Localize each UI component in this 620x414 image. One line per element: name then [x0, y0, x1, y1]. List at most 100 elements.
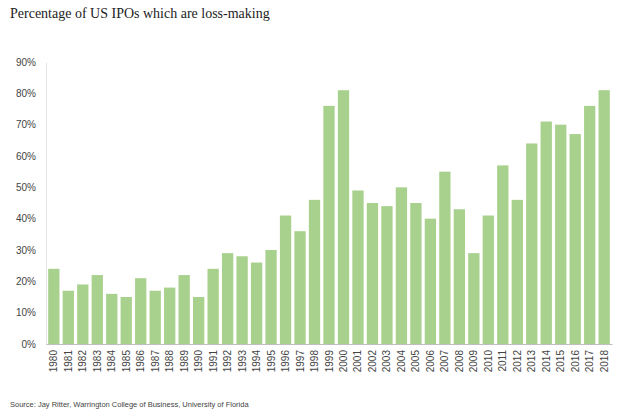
bar: [193, 297, 204, 344]
x-tick: 2012: [512, 350, 523, 373]
x-tick-label: 2012: [512, 350, 523, 373]
x-tick-label: 1987: [150, 350, 161, 373]
y-tick-label: 90%: [16, 57, 36, 68]
x-tick: 1985: [121, 350, 132, 373]
x-tick-label: 2013: [526, 350, 537, 373]
y-tick: 50%: [16, 182, 46, 193]
y-tick: 60%: [16, 151, 46, 162]
bar: [150, 291, 161, 344]
x-tick: 1991: [208, 350, 219, 373]
x-tick-label: 1994: [251, 350, 262, 373]
x-tick-label: 1985: [121, 350, 132, 373]
y-tick-label: 0%: [22, 339, 37, 350]
x-tick-label: 1986: [135, 350, 146, 373]
bar: [135, 278, 146, 344]
title: Percentage of US IPOs which are loss-mak…: [10, 6, 270, 21]
x-tick: 1988: [164, 350, 175, 373]
x-tick: 2005: [410, 350, 421, 373]
bar: [236, 256, 247, 344]
x-tick-label: 1995: [266, 350, 277, 373]
x-tick-label: 1983: [92, 350, 103, 373]
bar: [352, 190, 363, 344]
y-axis-line: [46, 63, 47, 345]
y-tick-label: 50%: [16, 182, 36, 193]
x-tick-label: 2010: [483, 350, 494, 373]
bar: [439, 172, 450, 344]
x-tick: 2016: [570, 350, 581, 373]
x-tick-label: 1996: [280, 350, 291, 373]
x-tick: 2017: [584, 350, 595, 373]
x-tick: 2011: [497, 350, 508, 372]
bar: [48, 269, 59, 344]
y-tick-label: 80%: [16, 88, 36, 99]
bar: [468, 253, 479, 344]
bar: [454, 209, 465, 344]
x-tick: 1980: [48, 350, 59, 373]
chart: Percentage of US IPOs which are loss-mak…: [0, 0, 620, 414]
x-tick: 1981: [63, 350, 74, 373]
bar: [570, 134, 581, 344]
y-tick-label: 20%: [16, 276, 36, 287]
x-tick: 1990: [193, 350, 204, 373]
y-tick: 10%: [16, 307, 46, 318]
source: Source: Jay Ritter, Warrington College o…: [10, 400, 249, 409]
x-tick: 1997: [295, 350, 306, 373]
x-tick-label: 1982: [77, 350, 88, 373]
x-tick-label: 2005: [410, 350, 421, 373]
x-tick: 2000: [338, 350, 349, 373]
x-tick-label: 1997: [295, 350, 306, 373]
x-tick-label: 2016: [570, 350, 581, 373]
bar: [584, 106, 595, 344]
y-tick-label: 10%: [16, 307, 36, 318]
x-axis: 1980 19811982 19831984 19851986 19871988 1989…: [47, 345, 613, 373]
x-tick-label: 2000: [338, 350, 349, 373]
x-tick-label: 2003: [381, 350, 392, 373]
x-tick: 1999: [324, 350, 335, 373]
bar: [121, 297, 132, 344]
x-tick: 1998: [309, 350, 320, 373]
x-tick: 1986: [135, 350, 146, 373]
y-tick-label: 40%: [16, 213, 36, 224]
x-tick: 1995: [266, 350, 277, 373]
bar: [541, 122, 552, 344]
plot: 0%10%20%30%40%50%60%70%80%90%19801981198…: [16, 57, 613, 373]
x-tick: 2002: [367, 350, 378, 373]
x-tick-label: 2017: [584, 350, 595, 373]
x-tick-label: 2009: [468, 350, 479, 373]
x-tick-label: 2006: [425, 350, 436, 373]
x-tick-label: 2018: [599, 350, 610, 373]
x-tick-label: 2002: [367, 350, 378, 373]
y-tick: 0%: [22, 339, 46, 350]
x-tick-label: 1992: [222, 350, 233, 373]
bar: [207, 269, 218, 344]
bar: [280, 216, 291, 344]
bar: [294, 231, 305, 344]
bar: [164, 288, 175, 344]
x-tick-label: 2014: [541, 350, 552, 373]
x-tick: 2018: [599, 350, 610, 373]
x-tick: 1982: [77, 350, 88, 373]
x-tick-label: 1981: [63, 350, 74, 373]
bar: [599, 90, 610, 344]
x-tick-label: 1989: [179, 350, 190, 373]
x-tick-label: 1988: [164, 350, 175, 373]
x-tick-label: 1984: [106, 350, 117, 373]
x-tick: 2006: [425, 350, 436, 373]
bar: [265, 250, 276, 344]
x-tick-label: 1993: [237, 350, 248, 373]
x-tick: 2004: [396, 350, 407, 373]
y-tick-label: 30%: [16, 245, 36, 256]
bar: [106, 294, 117, 344]
x-tick: 1992: [222, 350, 233, 373]
x-tick: 2009: [468, 350, 479, 373]
x-tick-label: 2001: [352, 350, 363, 373]
bar: [396, 187, 407, 344]
bar: [512, 200, 523, 344]
y-tick: 90%: [16, 57, 46, 68]
x-axis-line: [47, 344, 613, 345]
x-tick: 2008: [454, 350, 465, 373]
x-tick-label: 2008: [454, 350, 465, 373]
x-tick: 1987: [150, 350, 161, 373]
x-tick-label: 2015: [555, 350, 566, 373]
bar: [526, 143, 537, 344]
